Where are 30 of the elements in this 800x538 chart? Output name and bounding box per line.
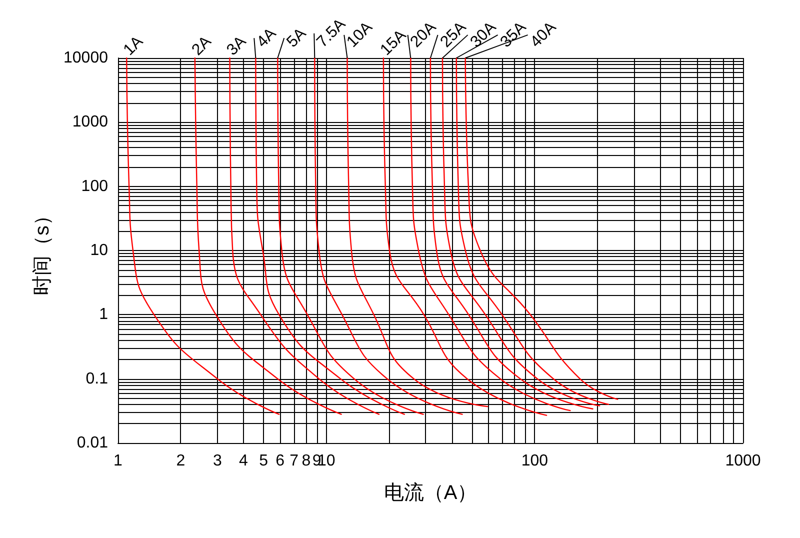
y-tick-label: 1 [99, 306, 108, 324]
y-tick-label: 1000 [72, 114, 108, 131]
x-tick-label: 3 [212, 452, 222, 470]
text: 25A [437, 18, 470, 52]
text: 5A [284, 24, 310, 52]
x-tick-label: 4 [238, 452, 248, 470]
text: 35A [497, 18, 530, 52]
y-axis-title: 时间（s） [32, 206, 54, 296]
text: 1A [120, 32, 147, 60]
x-tick-label: 2 [176, 452, 186, 470]
x-tick-label: 7 [290, 452, 299, 470]
x-tick-label: 8 [302, 452, 311, 470]
text: 3A [224, 32, 250, 60]
x-tick-label: 1 [114, 452, 123, 470]
x-tick-label: 5 [259, 452, 268, 470]
text: 40A [527, 18, 560, 52]
x-axis-title: 电流（A） [384, 482, 478, 504]
text: 20A [407, 18, 440, 52]
y-tick-label: 0.01 [76, 434, 108, 452]
y-tick-label: 0.1 [86, 370, 108, 388]
x-tick-label: 100 [521, 452, 548, 470]
text: 30A [467, 18, 500, 52]
y-tick-label: 100 [81, 178, 108, 195]
x-tick-label: 1000 [725, 452, 761, 470]
y-tick-label: 10000 [64, 50, 108, 66]
text: 4A [254, 24, 280, 52]
text: 2A [188, 32, 215, 60]
text: 15A [377, 26, 410, 60]
y-tick-label: 10 [90, 242, 108, 259]
x-tick-label: 6 [276, 452, 285, 470]
